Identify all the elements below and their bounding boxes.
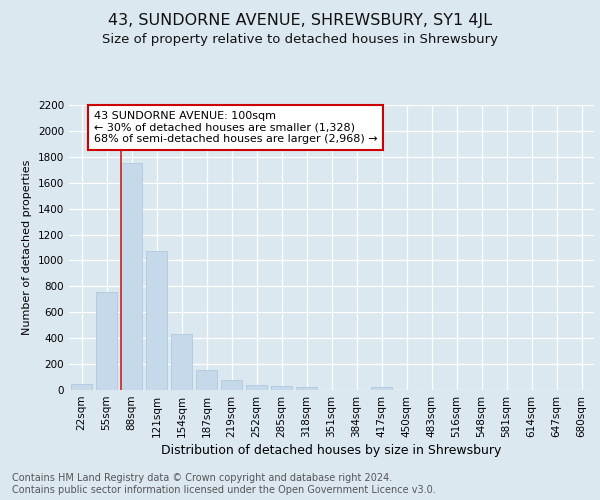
Text: Size of property relative to detached houses in Shrewsbury: Size of property relative to detached ho… bbox=[102, 32, 498, 46]
Text: Contains HM Land Registry data © Crown copyright and database right 2024.
Contai: Contains HM Land Registry data © Crown c… bbox=[12, 474, 436, 495]
Bar bbox=[121, 164, 142, 390]
Bar bbox=[146, 250, 167, 390]
Text: 43, SUNDORNE AVENUE, SHREWSBURY, SY1 4JL: 43, SUNDORNE AVENUE, SHREWSBURY, SY1 4JL bbox=[108, 12, 492, 28]
Text: 43 SUNDORNE AVENUE: 100sqm
← 30% of detached houses are smaller (1,328)
68% of s: 43 SUNDORNE AVENUE: 100sqm ← 30% of deta… bbox=[94, 111, 377, 144]
Bar bbox=[296, 388, 317, 390]
Bar bbox=[221, 380, 242, 390]
Bar bbox=[246, 385, 267, 390]
Bar bbox=[371, 388, 392, 390]
Y-axis label: Number of detached properties: Number of detached properties bbox=[22, 160, 32, 335]
Bar bbox=[71, 384, 92, 390]
Bar bbox=[271, 386, 292, 390]
Bar bbox=[96, 292, 117, 390]
Bar bbox=[171, 334, 192, 390]
Bar bbox=[196, 370, 217, 390]
X-axis label: Distribution of detached houses by size in Shrewsbury: Distribution of detached houses by size … bbox=[161, 444, 502, 457]
